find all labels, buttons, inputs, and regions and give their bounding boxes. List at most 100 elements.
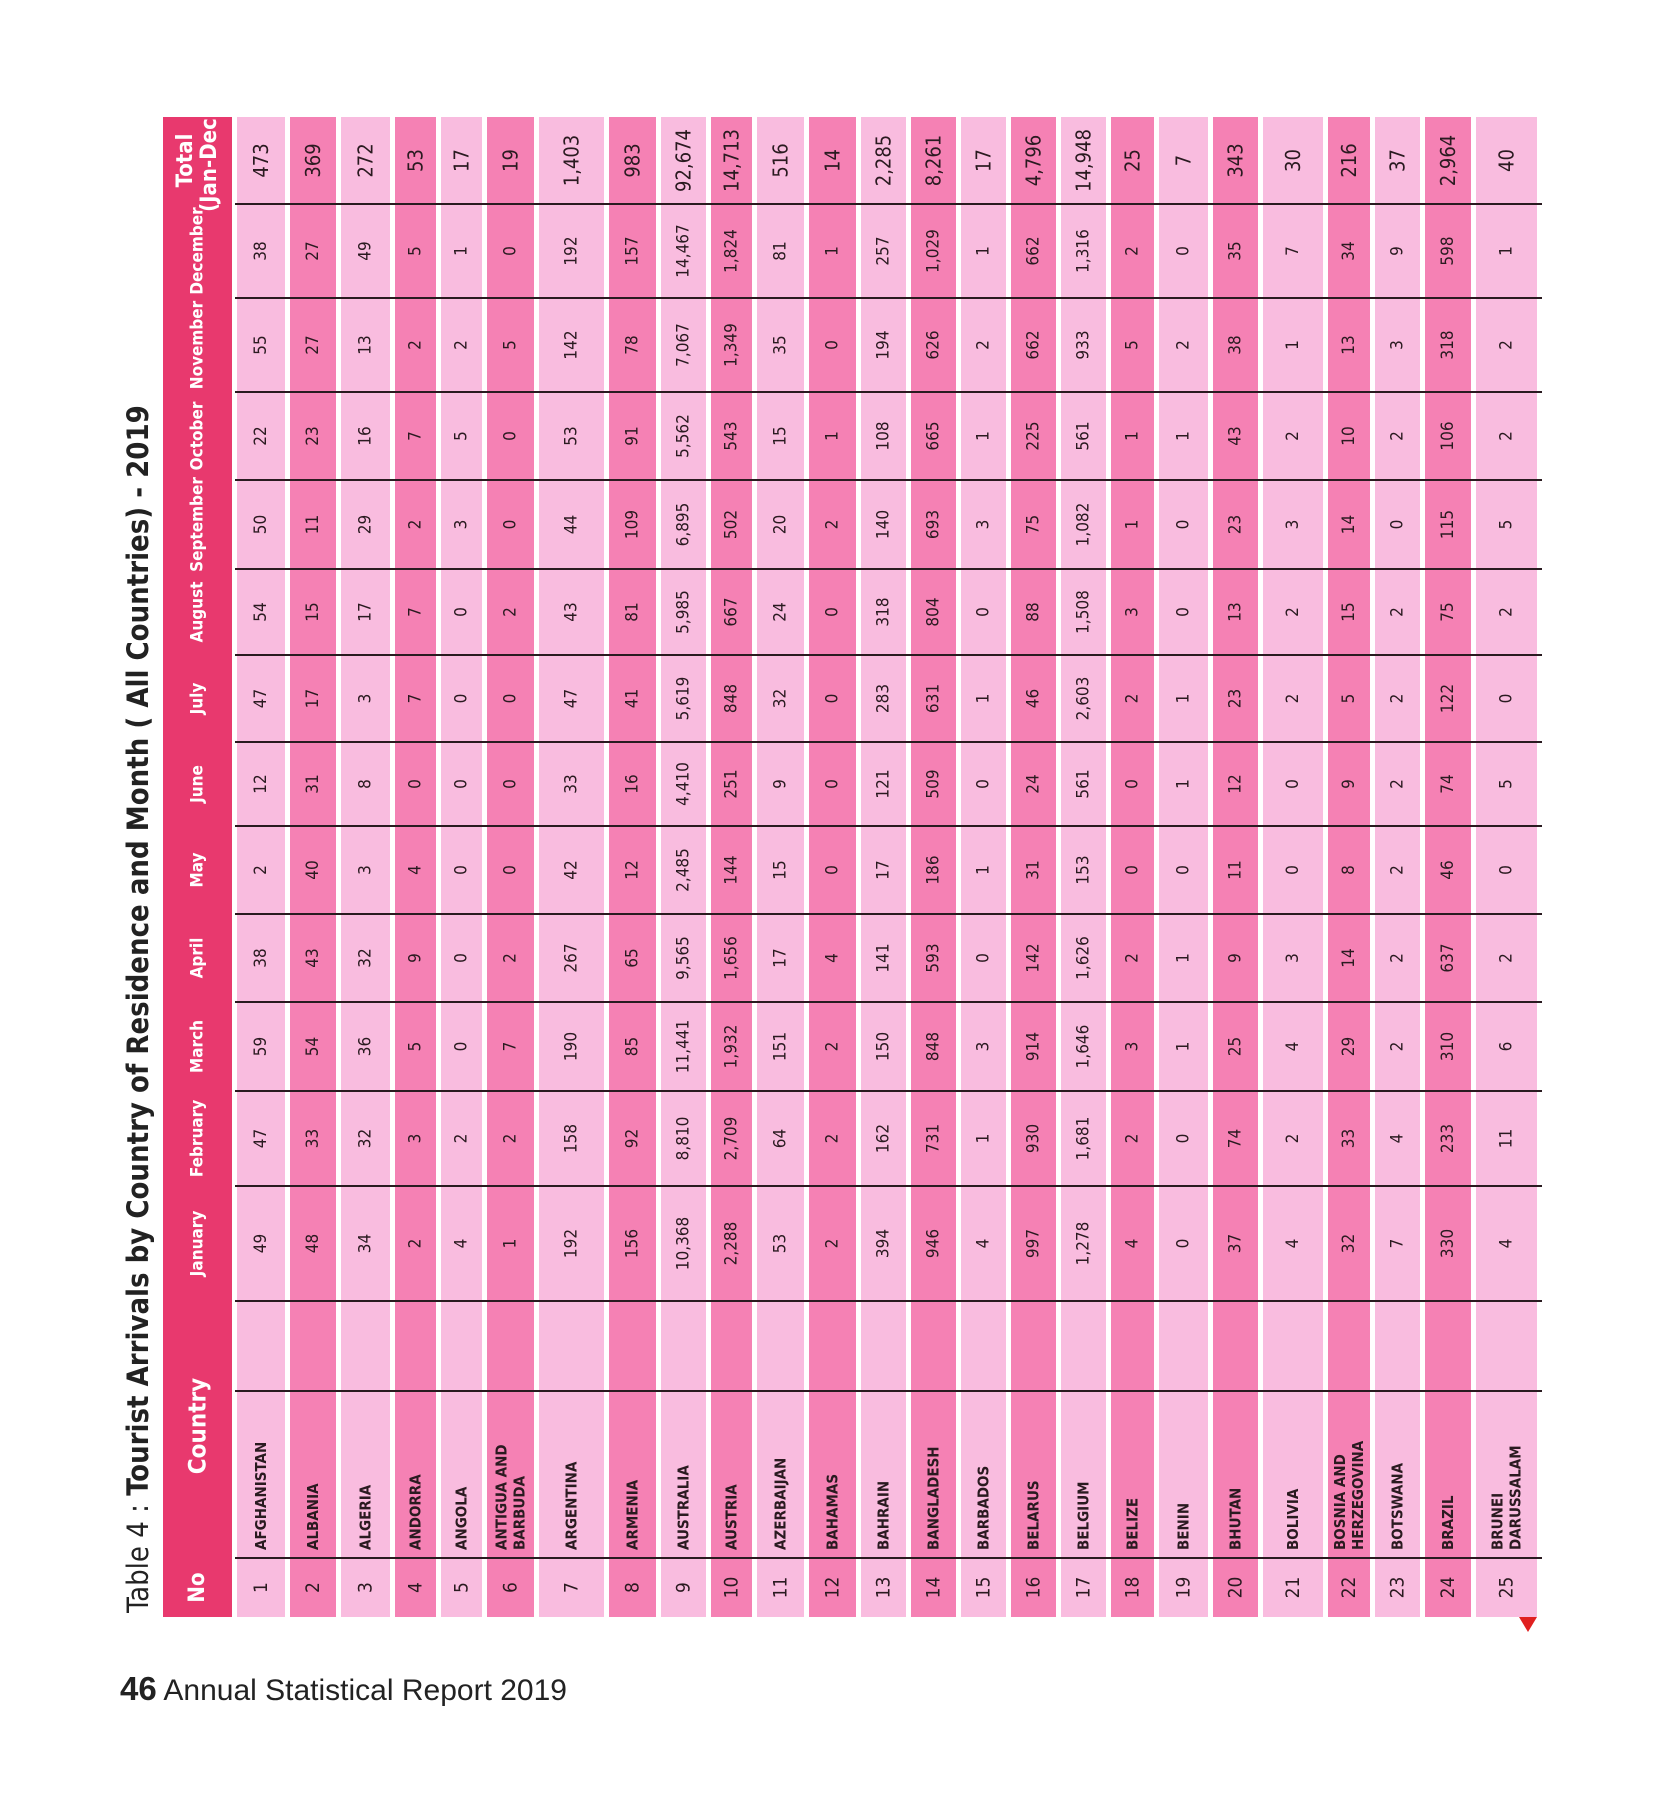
cell-december: 1 [974, 246, 994, 256]
row-background [809, 117, 856, 1617]
row-background [1159, 117, 1208, 1617]
cell-august: 54 [251, 602, 271, 621]
table-row: 8,261 946 731 848 593 186 509 631 804 693 665 626 1,… [911, 117, 956, 1617]
table-row: 53 2 3 5 9 4 0 7 7 2 7 2 5 ANDORRA 4 [395, 117, 436, 1617]
cell-no: 11 [770, 1577, 792, 1599]
cell-september: 20 [771, 515, 791, 534]
report-title: Annual Statistical Report 2019 [163, 1674, 567, 1707]
cell-june: 0 [974, 779, 994, 789]
cell-april: 142 [1024, 943, 1044, 972]
cell-february: 33 [303, 1129, 323, 1148]
header-month-april: April [188, 938, 208, 979]
cell-country: BELGIUM [1075, 1481, 1093, 1550]
cell-january: 4 [452, 1239, 472, 1249]
cell-country: ANTIGUA AND [493, 1444, 511, 1550]
cell-january: 946 [924, 1229, 944, 1258]
row-background [441, 117, 482, 1617]
cell-february: 2,709 [722, 1117, 742, 1161]
cell-february: 3 [406, 1134, 426, 1144]
table-title-prefix: Table 4 : [121, 1496, 155, 1614]
cell-october: 543 [722, 421, 742, 450]
cell-april: 9 [1226, 953, 1246, 963]
cell-april: 0 [452, 953, 472, 963]
cell-december: 1 [823, 246, 843, 256]
cell-total: 25 [1121, 149, 1145, 172]
cell-june: 509 [924, 769, 944, 798]
cell-country-line2: HERZEGOVINA [1349, 1440, 1367, 1550]
cell-march: 848 [924, 1032, 944, 1061]
cell-march: 151 [771, 1032, 791, 1061]
row-background [961, 117, 1006, 1617]
cell-february: 2 [823, 1134, 843, 1144]
cell-may: 2,485 [674, 848, 694, 892]
cell-april: 0 [974, 953, 994, 963]
cell-june: 0 [406, 779, 426, 789]
cell-february: 92 [623, 1129, 643, 1148]
row-background [661, 117, 706, 1617]
cell-february: 2 [1123, 1134, 1143, 1144]
cell-january: 4 [1497, 1239, 1517, 1249]
cell-april: 17 [771, 948, 791, 967]
cell-total: 516 [769, 143, 793, 177]
cell-september: 0 [1174, 520, 1194, 530]
cell-january: 1 [501, 1239, 521, 1249]
cell-january: 997 [1024, 1229, 1044, 1258]
cell-may: 153 [1074, 855, 1094, 884]
row-background [1011, 117, 1056, 1617]
cell-country: BAHAMAS [824, 1474, 842, 1550]
cell-october: 1 [823, 431, 843, 441]
cell-country: BHUTAN [1227, 1488, 1245, 1550]
table-row: 17 4 1 3 0 1 0 1 0 3 1 2 1 BARBADOS 15 [961, 117, 1006, 1617]
cell-june: 2 [1388, 779, 1408, 789]
cell-may: 1 [974, 865, 994, 875]
cell-april: 38 [251, 948, 271, 967]
cell-may: 11 [1226, 860, 1246, 879]
cell-country: AFGHANISTAN [252, 1442, 270, 1550]
cell-april: 2 [501, 953, 521, 963]
cell-january: 330 [1438, 1229, 1458, 1258]
cell-january: 32 [1339, 1234, 1359, 1253]
cell-total: 1,403 [560, 135, 584, 187]
cell-january: 10,368 [674, 1217, 694, 1271]
cell-december: 35 [1226, 241, 1246, 260]
table-row: 343 37 74 25 9 11 12 23 13 23 43 38 35 BHUTAN 20 [1213, 117, 1258, 1617]
cell-january: 4 [974, 1239, 994, 1249]
cell-october: 91 [623, 426, 643, 445]
cell-may: 0 [452, 865, 472, 875]
cell-november: 13 [356, 335, 376, 354]
cell-no: 14 [923, 1577, 945, 1599]
cell-total: 14,713 [720, 129, 744, 192]
cell-may: 17 [874, 860, 894, 879]
cell-september: 6,895 [674, 503, 694, 547]
cell-country: BRUNEI [1489, 1493, 1507, 1550]
cell-september: 29 [356, 515, 376, 534]
table-row: 25 4 2 3 2 0 0 2 3 1 1 5 2 BELIZE 18 [1111, 117, 1154, 1617]
header-month-september: September [188, 477, 208, 572]
cell-august: 2 [1497, 607, 1517, 617]
cell-march: 36 [356, 1037, 376, 1056]
cell-no: 17 [1073, 1577, 1095, 1599]
cell-june: 251 [722, 769, 742, 798]
cell-april: 1 [1174, 953, 1194, 963]
cell-august: 318 [874, 597, 894, 626]
cell-april: 593 [924, 943, 944, 972]
cell-march: 3 [1123, 1042, 1143, 1052]
cell-february: 1 [974, 1134, 994, 1144]
cell-july: 1 [1174, 694, 1194, 704]
cell-no: 10 [721, 1577, 743, 1599]
cell-no: 20 [1225, 1577, 1247, 1599]
cell-april: 141 [874, 943, 894, 972]
cell-october: 108 [874, 421, 894, 450]
cell-december: 81 [771, 241, 791, 260]
row-background [539, 117, 604, 1617]
cell-june: 9 [1339, 779, 1359, 789]
header-country: Country [184, 1378, 212, 1474]
cell-december: 0 [501, 246, 521, 256]
header-month-february: February [188, 1100, 208, 1177]
cell-january: 4 [1283, 1239, 1303, 1249]
cell-march: 7 [501, 1042, 521, 1052]
cell-march: 29 [1339, 1037, 1359, 1056]
cell-country: BELARUS [1025, 1480, 1043, 1550]
table-row: 7 0 0 1 1 0 1 1 0 0 1 2 0 BENIN 19 [1159, 117, 1208, 1617]
